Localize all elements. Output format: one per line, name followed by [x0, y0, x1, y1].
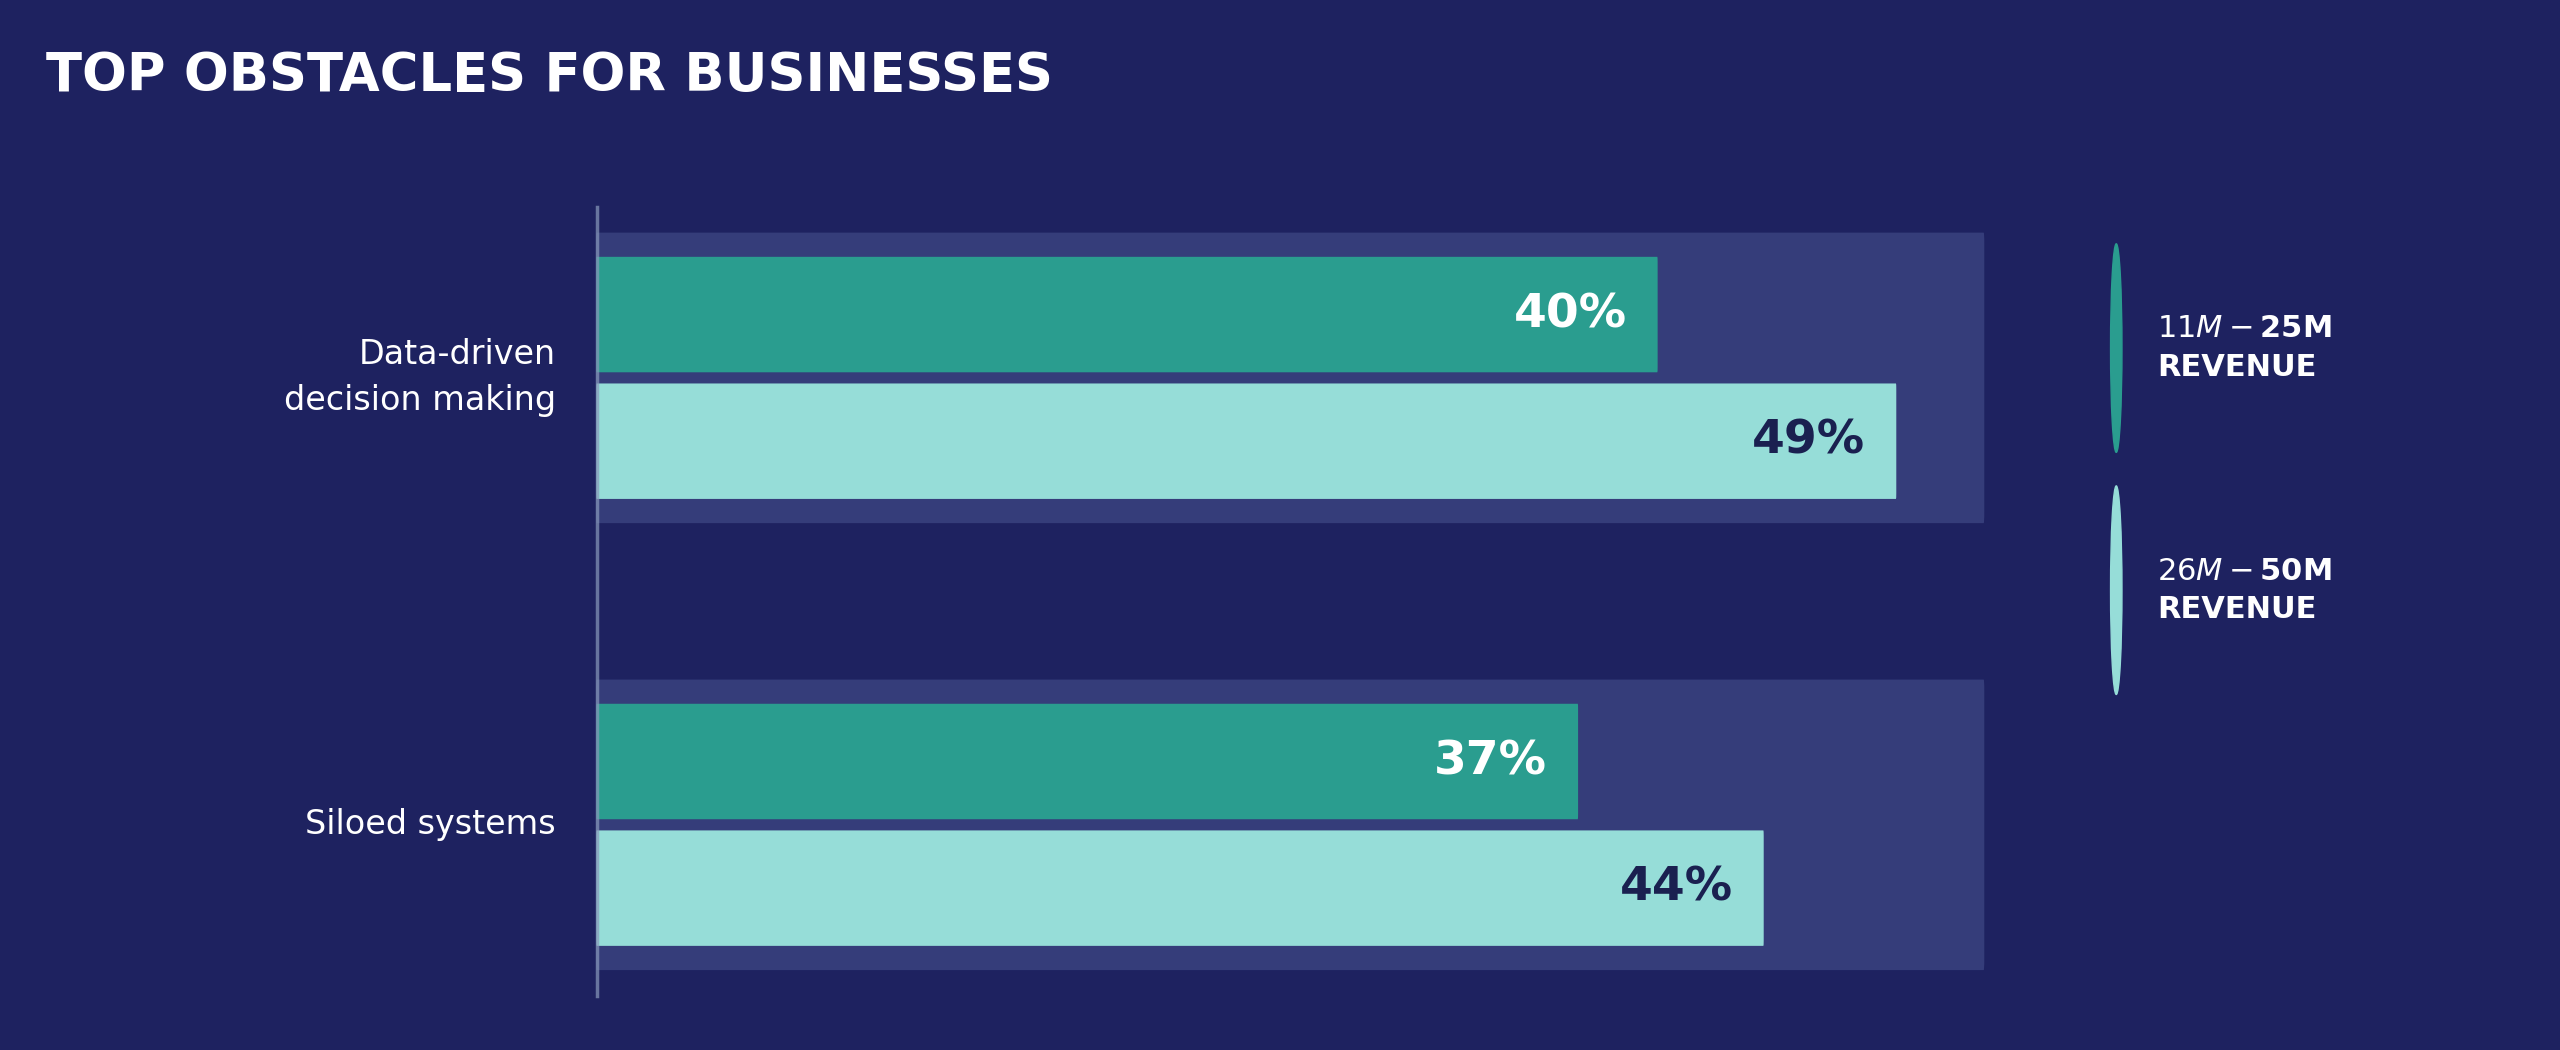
- FancyBboxPatch shape: [596, 831, 1764, 946]
- Text: Data-driven
decision making: Data-driven decision making: [284, 338, 556, 418]
- Text: Siloed systems: Siloed systems: [305, 808, 556, 841]
- FancyBboxPatch shape: [596, 383, 1897, 499]
- Text: 40%: 40%: [1513, 292, 1626, 337]
- FancyBboxPatch shape: [596, 233, 1984, 523]
- FancyBboxPatch shape: [596, 704, 1577, 819]
- Text: 49%: 49%: [1751, 419, 1866, 464]
- Text: 44%: 44%: [1620, 865, 1733, 910]
- Circle shape: [2109, 244, 2122, 453]
- FancyBboxPatch shape: [596, 257, 1659, 373]
- Circle shape: [2109, 486, 2122, 694]
- Text: $26M-$50M
REVENUE: $26M-$50M REVENUE: [2158, 556, 2332, 624]
- Text: TOP OBSTACLES FOR BUSINESSES: TOP OBSTACLES FOR BUSINESSES: [46, 50, 1052, 102]
- FancyBboxPatch shape: [596, 679, 1984, 970]
- Text: $11M-$25M
REVENUE: $11M-$25M REVENUE: [2158, 315, 2332, 382]
- Text: 37%: 37%: [1434, 739, 1546, 784]
